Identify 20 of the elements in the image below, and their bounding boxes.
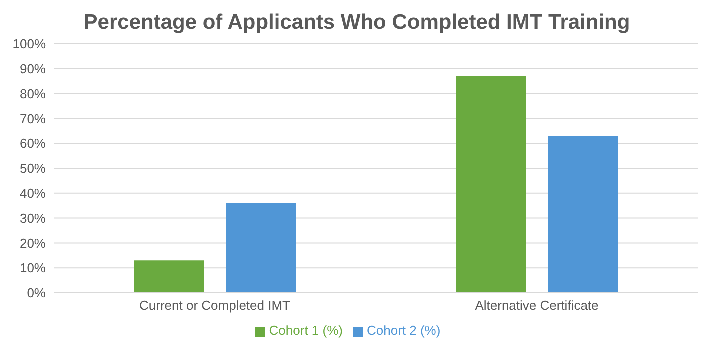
- y-tick-label: 70%: [20, 111, 46, 126]
- legend-label: Cohort 1 (%): [269, 323, 343, 338]
- bar: [548, 136, 618, 293]
- y-tick-label: 40%: [20, 186, 46, 202]
- x-tick-label: Alternative Certificate: [475, 298, 599, 314]
- y-tick-label: 10%: [20, 260, 46, 276]
- y-tick-label: 0%: [27, 286, 46, 301]
- y-tick-label: 50%: [20, 161, 46, 176]
- x-tick-label: Current or Completed IMT: [140, 298, 291, 314]
- bar: [456, 76, 526, 293]
- y-tick-label: 100%: [12, 36, 46, 52]
- bar: [226, 203, 296, 293]
- chart-title: Percentage of Applicants Who Completed IMT Training: [82, 10, 632, 36]
- y-tick-label: 60%: [20, 136, 46, 152]
- y-tick-label: 20%: [20, 236, 46, 251]
- y-tick-label: 90%: [20, 62, 46, 77]
- y-tick-label: 30%: [20, 210, 46, 226]
- y-tick-label: 80%: [20, 86, 46, 102]
- bar: [134, 260, 204, 293]
- legend-label: Cohort 2 (%): [367, 323, 441, 338]
